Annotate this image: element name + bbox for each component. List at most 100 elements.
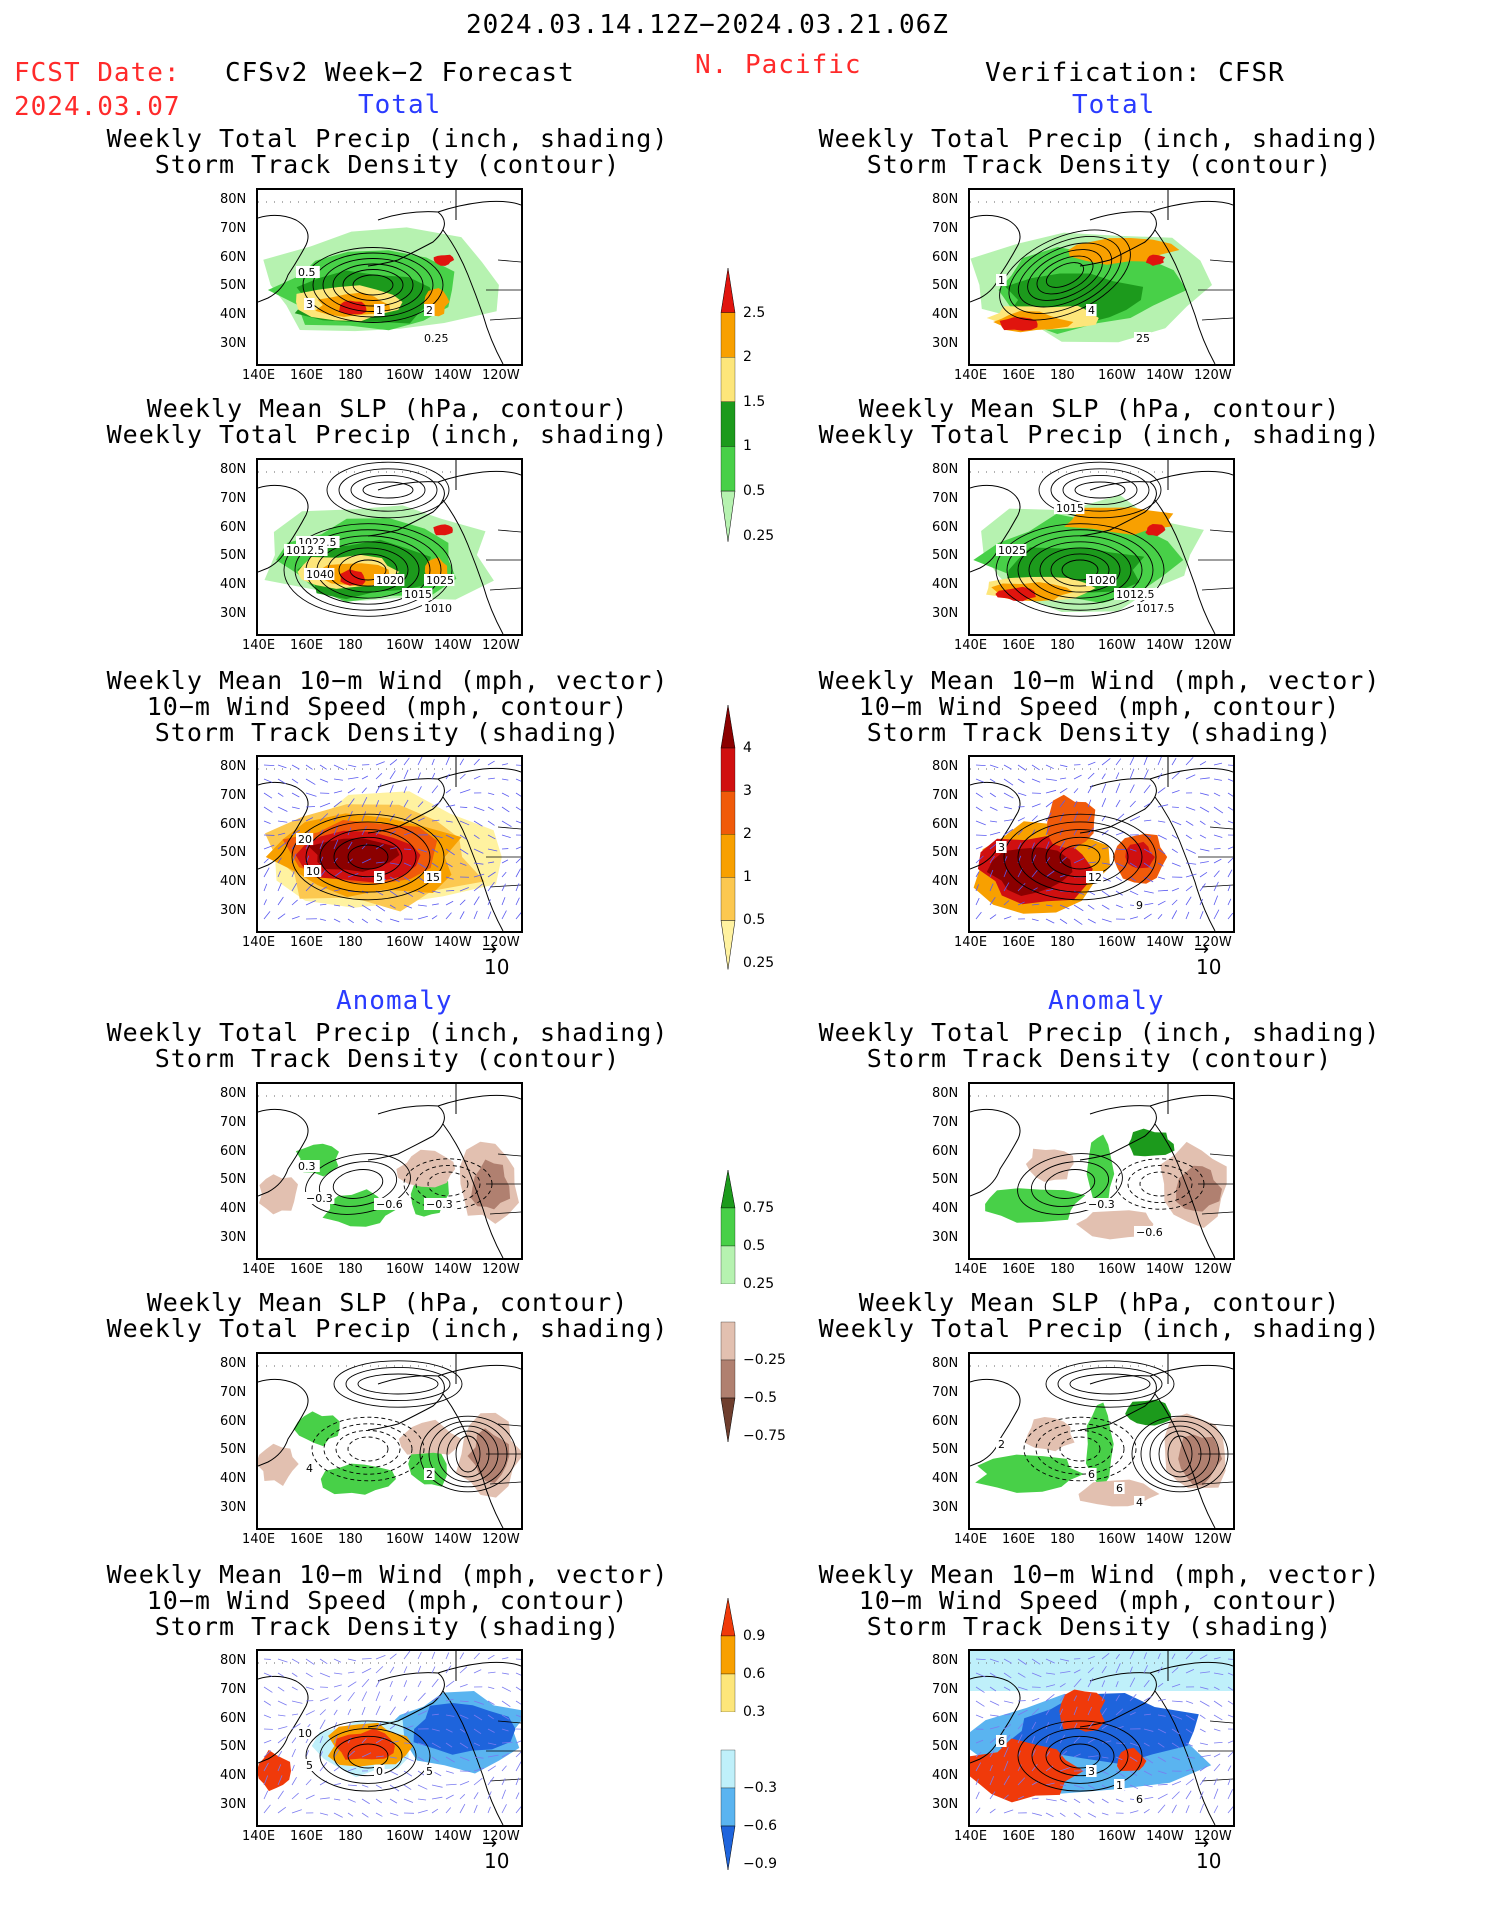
lat-tick-label: 40N	[220, 1768, 247, 1784]
wind-speed-contour	[1031, 829, 1129, 885]
lat-tick-label: 40N	[932, 1201, 959, 1217]
contour-label: 3	[998, 841, 1005, 854]
contour-label: 15	[426, 871, 440, 884]
wind-vector	[291, 1792, 299, 1800]
panel-title-line: Weekly Total Precip (inch, shading)	[818, 124, 1381, 153]
wind-vector	[1129, 1677, 1136, 1688]
wind-vector	[989, 1750, 995, 1758]
wind-vector	[1059, 800, 1066, 808]
wind-vector	[1143, 1796, 1154, 1800]
wind-vector	[403, 799, 409, 808]
panel-title-line: Storm Track Density (contour)	[154, 150, 621, 179]
wind-vector	[487, 1754, 499, 1758]
wind-vector	[263, 867, 270, 878]
lon-tick-label: 120W	[1194, 1532, 1232, 1547]
wind-vector	[389, 800, 393, 808]
coastline-asia	[970, 781, 1021, 870]
wind-vector	[501, 1789, 506, 1800]
wind-vector	[1213, 1686, 1220, 1691]
wind-vector	[1115, 1756, 1123, 1761]
wind-vector	[277, 896, 284, 906]
wind-vector	[1213, 762, 1223, 766]
wind-vector	[1157, 1666, 1163, 1674]
wind-vector	[1073, 1678, 1082, 1688]
lat-tick-label: 50N	[220, 1172, 247, 1188]
wind-vector	[389, 1706, 396, 1716]
precip-anom-dry	[259, 1174, 298, 1215]
wind-vector	[501, 1753, 509, 1758]
wind-vector	[333, 1684, 342, 1688]
contour-label: 1010	[424, 602, 452, 615]
wind-vector	[1143, 1696, 1152, 1702]
wind-vector	[459, 911, 465, 920]
wind-vector	[1185, 862, 1197, 865]
coastline-asia	[258, 1108, 309, 1197]
wind-vector	[375, 1691, 381, 1702]
wind-vector	[989, 843, 997, 850]
wind-vector	[1059, 787, 1068, 794]
wind-vector	[1227, 820, 1233, 824]
lon-tick-label: 180	[338, 1532, 363, 1547]
wind-vector	[291, 819, 301, 822]
wind-vector	[1199, 861, 1209, 864]
lat-tick-label: 50N	[220, 1739, 247, 1755]
wind-vector	[1017, 1777, 1026, 1786]
wind-vector	[1199, 1686, 1209, 1690]
slp-contour-high	[338, 468, 438, 512]
coastline-alaska	[367, 778, 445, 834]
wind-vector	[417, 915, 428, 920]
coastline-alaska	[1079, 211, 1157, 267]
coastline-asia	[970, 484, 1021, 573]
panel-title-line: Storm Track Density (shading)	[866, 718, 1333, 747]
wind-vector	[431, 1651, 436, 1660]
wind-vector	[1143, 902, 1154, 906]
lon-tick-label: 160E	[290, 1829, 324, 1844]
lon-tick-label: 160E	[290, 638, 324, 653]
wind-vector	[1171, 1756, 1180, 1761]
wind-vector	[487, 1728, 495, 1733]
contour-label: −0.3	[306, 1192, 333, 1205]
wind-vector	[1129, 768, 1135, 780]
coastline-arctic	[1149, 200, 1233, 213]
slp-contour	[283, 523, 453, 617]
wind-vector	[1073, 828, 1078, 836]
wind-vector	[515, 912, 521, 920]
wind-vector	[1059, 856, 1067, 864]
wind-vector	[473, 848, 484, 854]
lon-tick-label: 160E	[1002, 368, 1036, 383]
wind-vector	[1129, 1712, 1136, 1716]
wind-vector	[445, 1714, 455, 1717]
wind-vector	[319, 903, 327, 906]
state-borders	[1198, 1720, 1233, 1782]
colorbar-label: 2	[743, 826, 752, 843]
wind-vector	[487, 881, 495, 892]
wind-vector	[501, 883, 506, 892]
wind-vector	[1129, 890, 1139, 896]
contour-label: 0.25	[424, 332, 449, 345]
wind-vector	[473, 758, 480, 766]
wind-vector	[1185, 1790, 1192, 1800]
coastline-arctic	[437, 1364, 521, 1377]
coastline-asia	[258, 781, 309, 870]
right-total-label: Total	[1072, 90, 1156, 120]
wind-vector	[1101, 890, 1111, 897]
wind-vector	[333, 790, 343, 794]
map-panel-r1_right: 4 25 1	[968, 188, 1235, 366]
wind-vector	[1157, 1770, 1167, 1774]
wind-vector	[1003, 806, 1012, 810]
wind-vector	[1101, 783, 1107, 794]
colorbar-label: 0.25	[743, 1276, 775, 1292]
state-borders	[1198, 826, 1233, 888]
wind-vector	[459, 758, 465, 766]
wind-vector	[333, 1798, 341, 1801]
wind-vector	[1017, 778, 1025, 784]
wind-vector	[305, 764, 313, 770]
wind-vectors	[975, 757, 1233, 925]
contour-label: 1	[376, 304, 383, 317]
wind-vector	[1129, 848, 1137, 852]
wind-vector	[1031, 1658, 1041, 1665]
lon-tick-label: 140E	[242, 935, 276, 950]
coastline-alaska	[367, 211, 445, 267]
wind-vector	[291, 778, 299, 784]
wind-vector	[277, 842, 287, 850]
